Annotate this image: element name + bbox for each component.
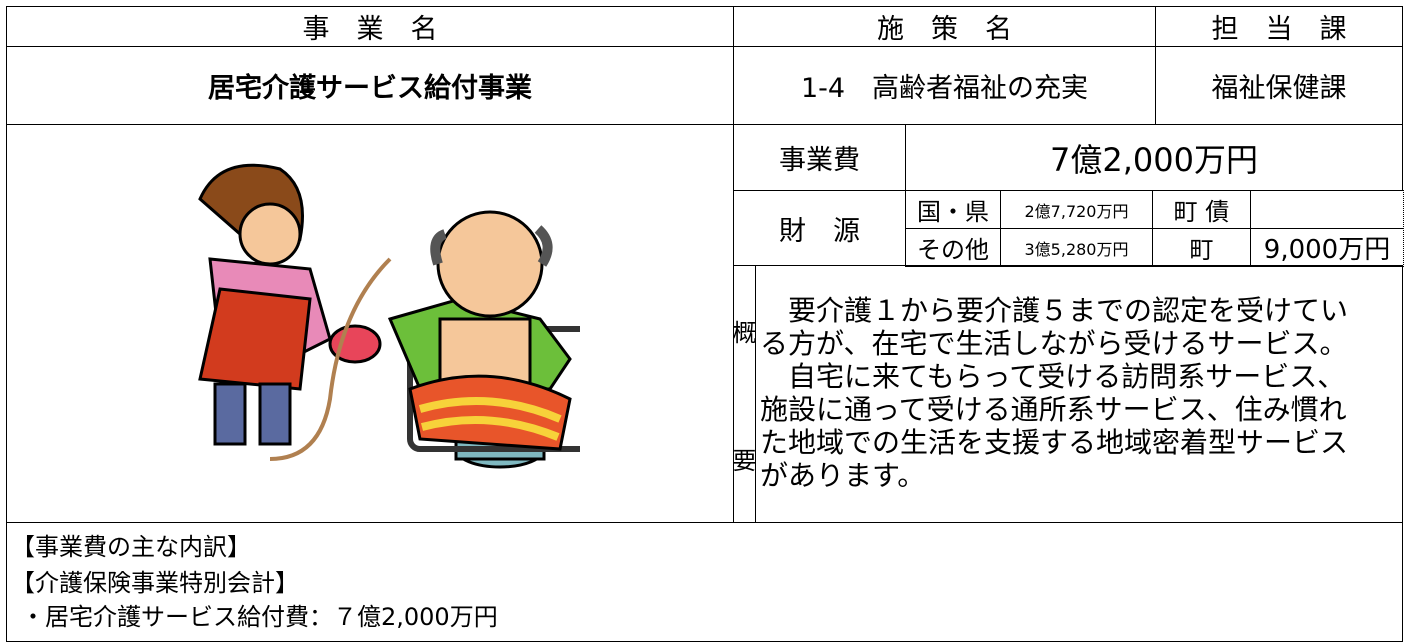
cost-label: 事業費 [733, 124, 906, 191]
header-cell: 事 業 名 [6, 6, 734, 47]
summary-text: 要介護１から要介護５までの認定を受けてい る方が、在宅で生活しながら受けるサービス… [755, 265, 1403, 523]
funding-cell: 9,000万円 [1250, 228, 1404, 267]
cost-value: 7億2,000万円 [905, 124, 1403, 191]
breakdown-title: 【事業費の主な内訳】 [11, 533, 251, 561]
summary-label-bottom: 要 [732, 446, 757, 475]
summary-label-top: 概 [732, 318, 757, 347]
section: 福祉保健課 [1155, 46, 1403, 125]
breakdown-item: ・居宅介護サービス給付費：７億2,000万円 [21, 603, 498, 631]
project-name: 居宅介護サービス給付事業 [6, 46, 734, 125]
illustration-cell [6, 124, 734, 523]
summary-line: 自宅に来てもらって受ける訪問系サービス、 [760, 360, 1346, 393]
funding-cell [1250, 190, 1404, 229]
header-cell: 施 策 名 [733, 6, 1156, 47]
summary-label: 概 要 [732, 265, 757, 523]
breakdown-account: 【介護保険事業特別会計】 [11, 569, 299, 597]
illustration [198, 163, 580, 468]
summary-line: る方が、在宅で生活しながら受けるサービス。 [760, 327, 1348, 360]
summary-line: 要介護１から要介護５までの認定を受けてい [760, 294, 1349, 327]
summary-line: 施設に通って受ける通所系サービス、住み慣れ [760, 393, 1347, 426]
breakdown: 【事業費の主な内訳】 【介護保険事業特別会計】 ・居宅介護サービス給付費：７億2… [6, 522, 1403, 642]
header-cell: 担 当 課 [1155, 6, 1403, 47]
funding-cell: 町 [1152, 228, 1251, 267]
funding-cell: その他 [905, 228, 1001, 267]
funding-label: 財 源 [733, 190, 906, 266]
funding-cell: 町 債 [1152, 190, 1251, 229]
funding-cell: 3億5,280万円 [1000, 228, 1153, 267]
funding-cell: 2億7,720万円 [1000, 190, 1153, 229]
summary-line: があります。 [760, 459, 926, 492]
funding-cell: 国・県 [905, 190, 1001, 229]
policy: 1-4 高齢者福祉の充実 [733, 46, 1156, 125]
summary-line: た地域での生活を支援する地域密着型サービス [760, 426, 1349, 459]
